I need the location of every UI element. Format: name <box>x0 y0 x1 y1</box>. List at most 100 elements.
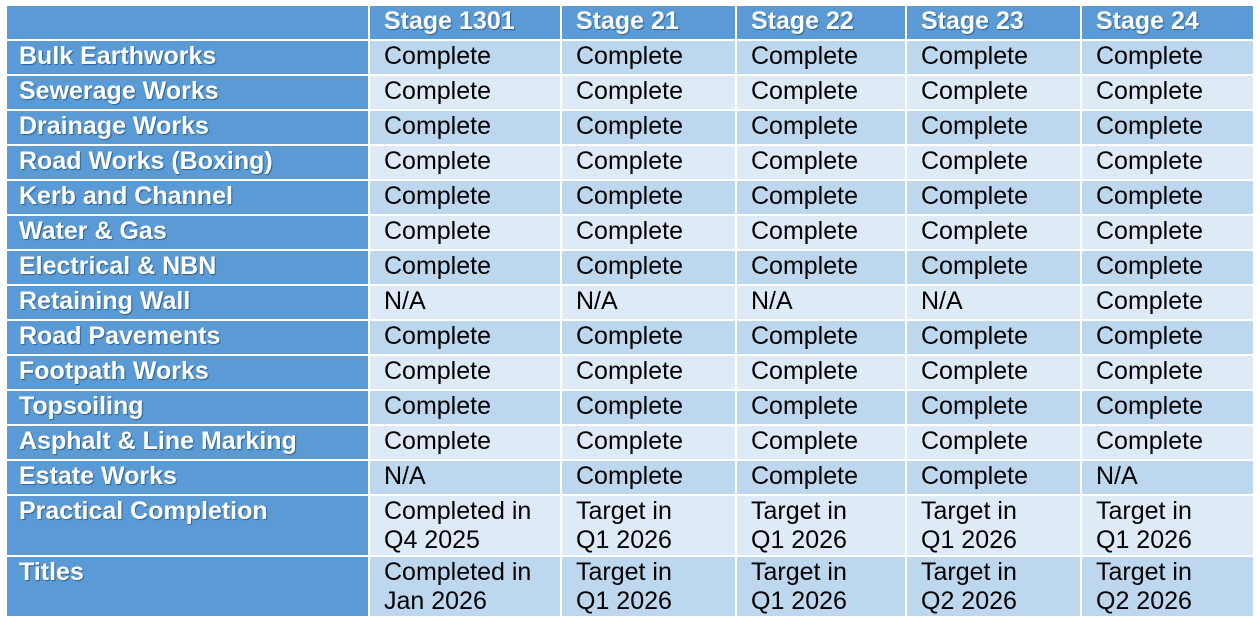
status-cell: Completed in Jan 2026 <box>370 557 560 616</box>
row-header: Drainage Works <box>7 111 368 144</box>
row-header: Asphalt & Line Marking <box>7 426 368 459</box>
table-row: Kerb and Channel Complete Complete Complete… <box>7 181 1253 214</box>
status-cell: Complete <box>370 41 560 74</box>
row-header: Road Works (Boxing) <box>7 146 368 179</box>
table-row: Bulk Earthworks Complete Complete Complete C… <box>7 41 1253 74</box>
table-row: Sewerage Works Complete Complete Complete Co… <box>7 76 1253 109</box>
status-cell: Complete <box>907 356 1080 389</box>
status-cell: Complete <box>370 391 560 424</box>
status-cell: Complete <box>737 146 905 179</box>
status-cell: Complete <box>907 41 1080 74</box>
status-cell: Complete <box>370 216 560 249</box>
status-cell: Complete <box>1082 356 1253 389</box>
table-body: Bulk Earthworks Complete Complete Complete C… <box>7 41 1253 616</box>
status-cell: Complete <box>562 146 735 179</box>
row-header: Titles <box>7 557 368 616</box>
status-cell: Target in Q2 2026 <box>907 557 1080 616</box>
status-cell: Complete <box>737 111 905 144</box>
status-cell: N/A <box>1082 461 1253 494</box>
status-cell: Complete <box>1082 111 1253 144</box>
status-cell: Complete <box>370 356 560 389</box>
status-cell: Complete <box>370 321 560 354</box>
status-cell: Complete <box>562 41 735 74</box>
status-cell: Complete <box>562 356 735 389</box>
status-cell: Complete <box>370 251 560 284</box>
status-cell: N/A <box>907 286 1080 319</box>
status-cell: Complete <box>737 251 905 284</box>
status-cell: Complete <box>562 461 735 494</box>
status-cell: Complete <box>1082 181 1253 214</box>
table-row: Retaining Wall N/A N/A N/A N/A Complete <box>7 286 1253 319</box>
status-cell: Complete <box>562 181 735 214</box>
table-row: Titles Completed in Jan 2026 Target in Q1 … <box>7 557 1253 616</box>
status-cell: Complete <box>562 321 735 354</box>
row-header: Water & Gas <box>7 216 368 249</box>
column-header: Stage 1301 <box>370 6 560 39</box>
status-cell: Complete <box>737 76 905 109</box>
status-cell: Complete <box>907 76 1080 109</box>
table-row: Road Pavements Complete Complete Complete Co… <box>7 321 1253 354</box>
table-row: Topsoiling Complete Complete Complete Comple… <box>7 391 1253 424</box>
status-cell: Complete <box>370 111 560 144</box>
status-cell: N/A <box>562 286 735 319</box>
status-cell: Complete <box>370 426 560 459</box>
table-row: Estate Works N/A Complete Complete Complete N… <box>7 461 1253 494</box>
status-cell: Completed in Q4 2025 <box>370 496 560 555</box>
status-cell: Target in Q1 2026 <box>562 496 735 555</box>
column-header: Stage 22 <box>737 6 905 39</box>
status-cell: Complete <box>737 391 905 424</box>
row-header: Retaining Wall <box>7 286 368 319</box>
status-cell: Complete <box>562 111 735 144</box>
table-row: Water & Gas Complete Complete Complete Compl… <box>7 216 1253 249</box>
status-cell: Target in Q1 2026 <box>737 496 905 555</box>
status-cell: Complete <box>1082 216 1253 249</box>
status-cell: Complete <box>737 321 905 354</box>
header-row: Stage 1301 Stage 21 Stage 22 Stage 23 Stage … <box>7 6 1253 39</box>
status-cell: Complete <box>907 321 1080 354</box>
row-header: Sewerage Works <box>7 76 368 109</box>
status-cell: Complete <box>907 461 1080 494</box>
status-cell: Complete <box>907 111 1080 144</box>
status-cell: Complete <box>907 146 1080 179</box>
status-cell: Complete <box>370 181 560 214</box>
row-header: Kerb and Channel <box>7 181 368 214</box>
row-header: Practical Completion <box>7 496 368 555</box>
status-cell: Target in Q2 2026 <box>1082 557 1253 616</box>
table-row: Asphalt & Line Marking Complete Complete Co… <box>7 426 1253 459</box>
status-cell: Complete <box>907 251 1080 284</box>
status-cell: N/A <box>370 286 560 319</box>
column-header: Stage 24 <box>1082 6 1253 39</box>
status-cell: Complete <box>907 426 1080 459</box>
column-header: Stage 21 <box>562 6 735 39</box>
row-header: Electrical & NBN <box>7 251 368 284</box>
status-cell: Complete <box>1082 286 1253 319</box>
column-header: Stage 23 <box>907 6 1080 39</box>
status-cell: Target in Q1 2026 <box>562 557 735 616</box>
status-cell: Complete <box>737 356 905 389</box>
status-cell: Complete <box>370 146 560 179</box>
status-cell: Complete <box>907 216 1080 249</box>
status-cell: Complete <box>737 216 905 249</box>
status-cell: Complete <box>907 181 1080 214</box>
table-row: Footpath Works Complete Complete Complete Co… <box>7 356 1253 389</box>
status-cell: N/A <box>370 461 560 494</box>
status-cell: Target in Q1 2026 <box>737 557 905 616</box>
status-cell: Complete <box>562 426 735 459</box>
row-header: Topsoiling <box>7 391 368 424</box>
status-cell: Target in Q1 2026 <box>1082 496 1253 555</box>
status-cell: Complete <box>1082 146 1253 179</box>
status-cell: Complete <box>1082 426 1253 459</box>
table-row: Practical Completion Completed in Q4 2025… <box>7 496 1253 555</box>
row-header: Bulk Earthworks <box>7 41 368 74</box>
status-cell: Complete <box>1082 251 1253 284</box>
table-row: Electrical & NBN Complete Complete Complete… <box>7 251 1253 284</box>
row-header: Road Pavements <box>7 321 368 354</box>
status-table: Stage 1301 Stage 21 Stage 22 Stage 23 Stage … <box>5 4 1255 618</box>
status-cell: Complete <box>737 181 905 214</box>
table-row: Road Works (Boxing) Complete Complete Compl… <box>7 146 1253 179</box>
row-header: Estate Works <box>7 461 368 494</box>
status-cell: Complete <box>737 461 905 494</box>
status-cell: Complete <box>562 216 735 249</box>
status-cell: Target in Q1 2026 <box>907 496 1080 555</box>
status-cell: Complete <box>562 251 735 284</box>
